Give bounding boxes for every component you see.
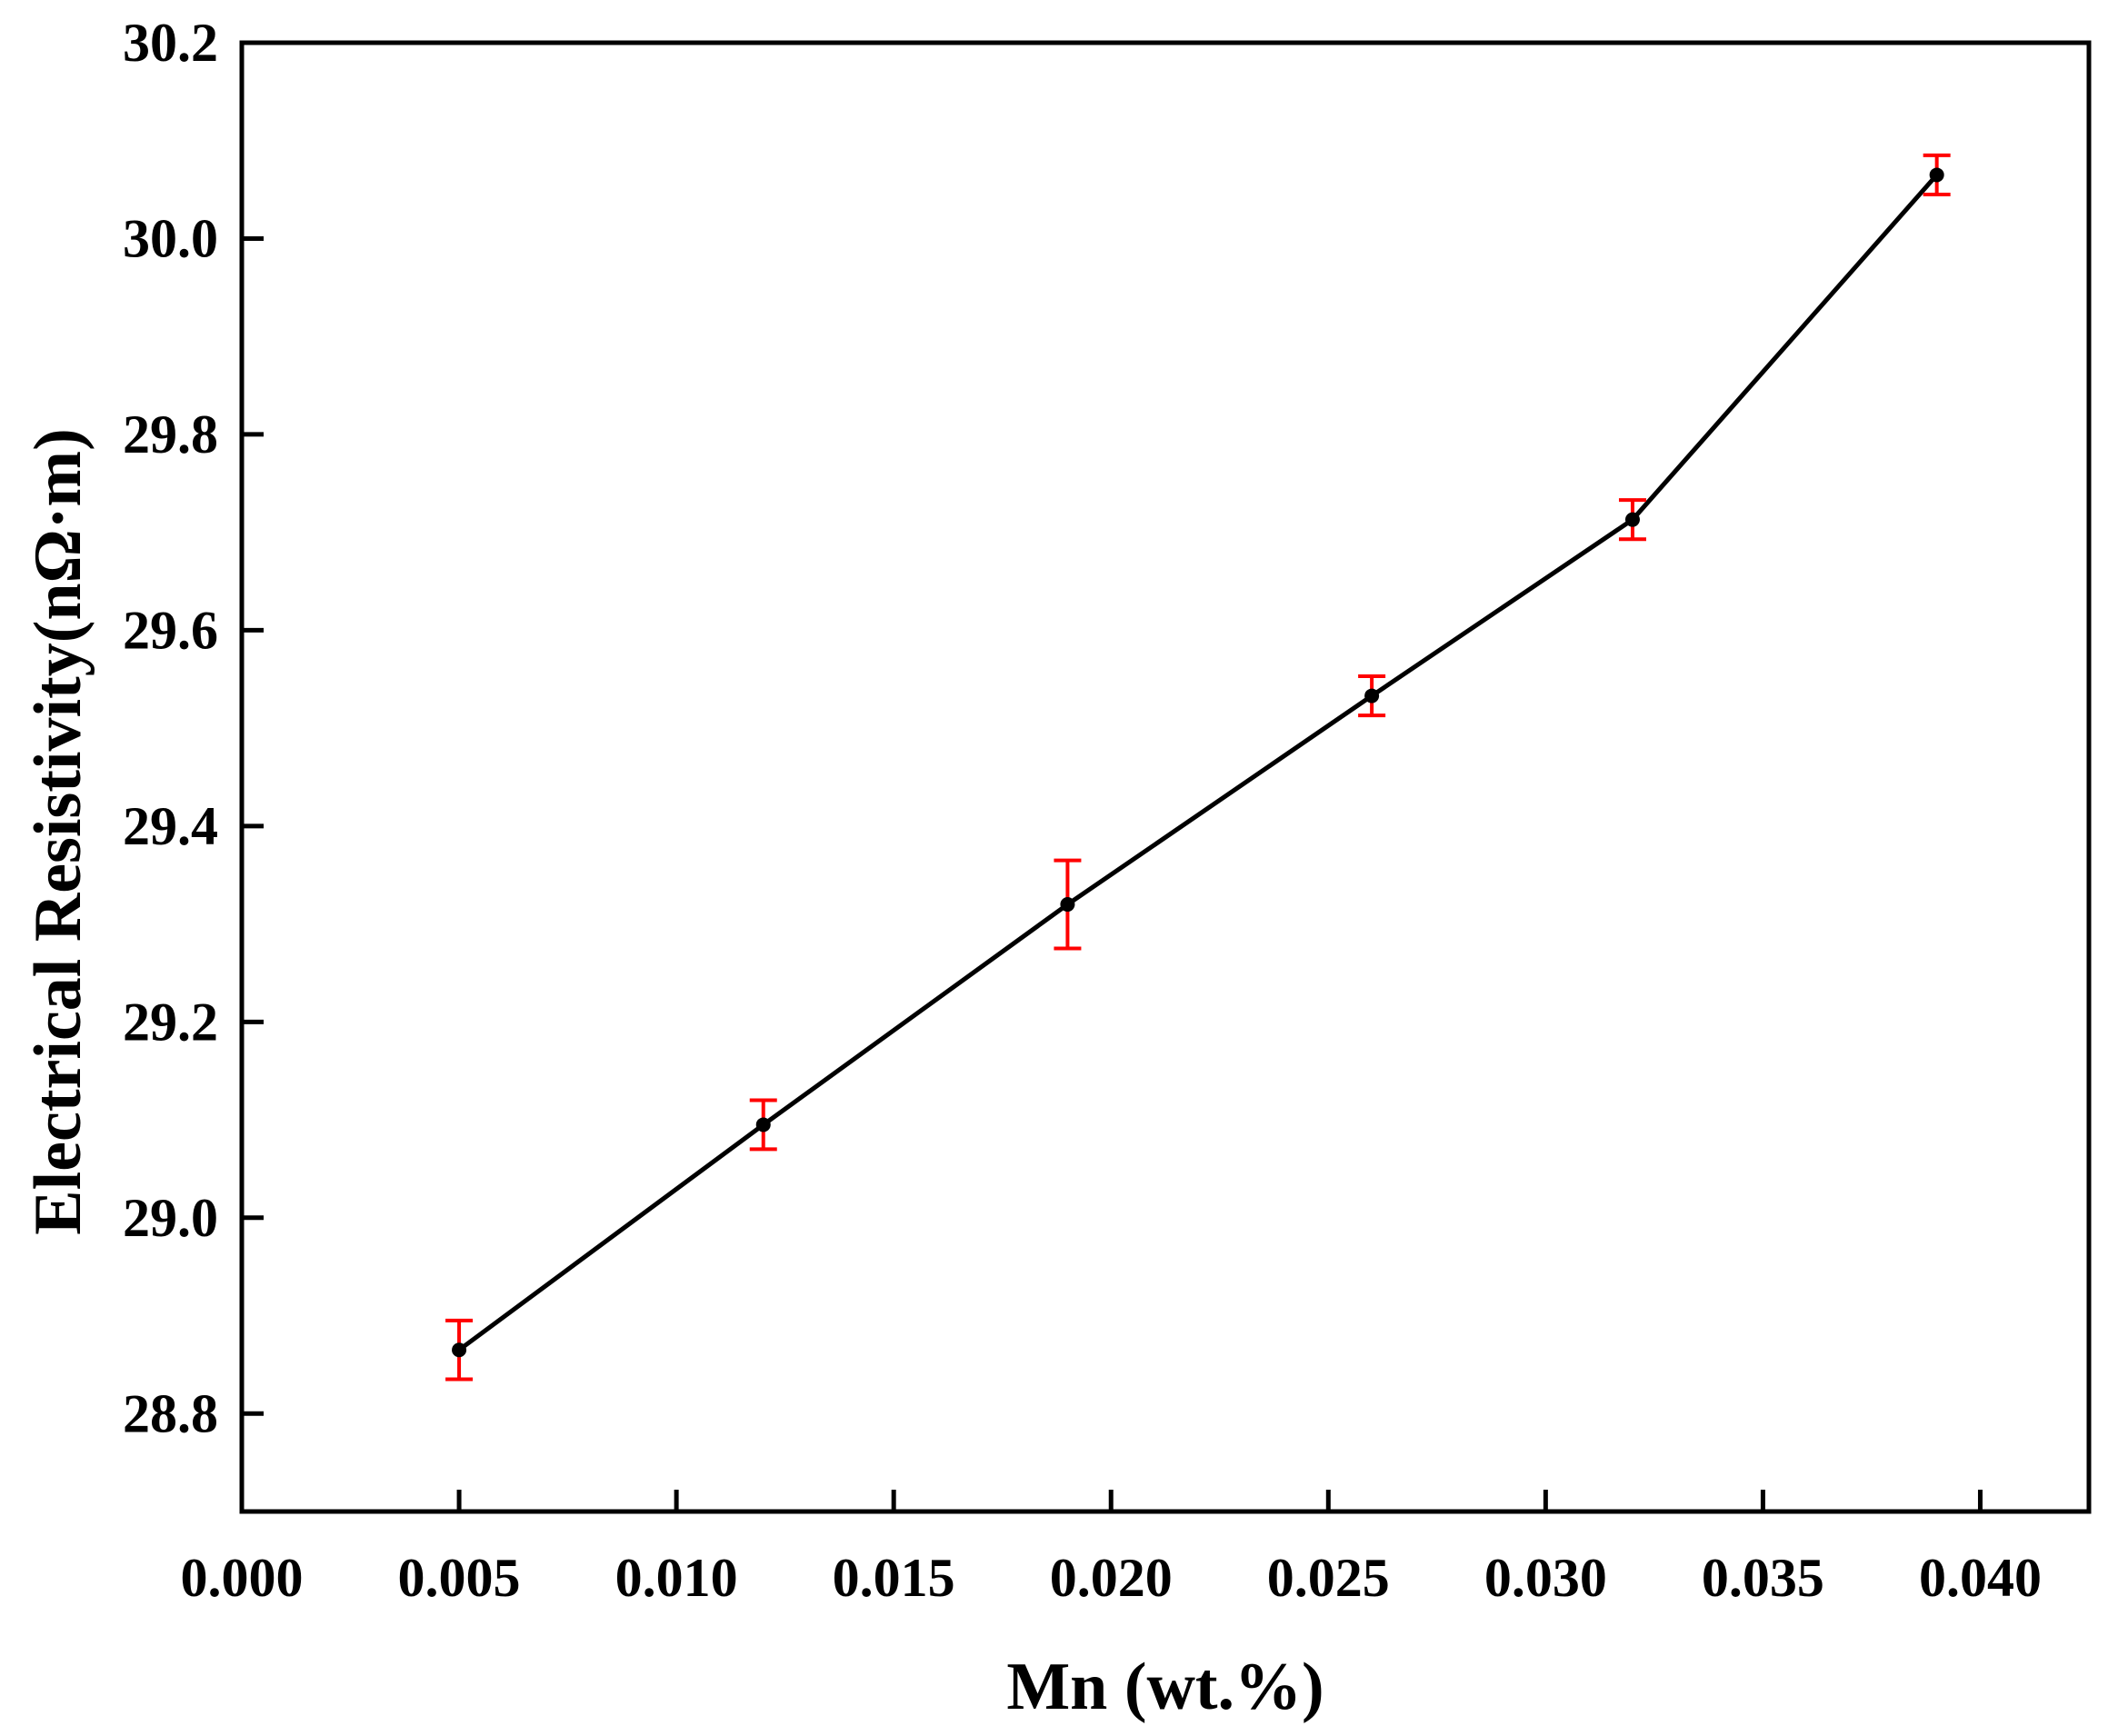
data-point [1929, 167, 1944, 183]
y-tick-label: 29.6 [123, 600, 218, 660]
x-tick-label: 0.030 [1484, 1548, 1607, 1608]
y-tick-label: 29.8 [123, 404, 218, 464]
y-tick-label: 28.8 [123, 1383, 218, 1443]
x-tick-label: 0.020 [1050, 1548, 1173, 1608]
data-point [1060, 897, 1075, 913]
plot-frame [239, 40, 2092, 1514]
x-tick-label: 0.000 [181, 1548, 304, 1608]
y-tick-label: 29.0 [123, 1188, 218, 1248]
y-tick-label: 30.2 [123, 13, 218, 73]
x-axis-ticks: 0.000 0.005 0.010 0.015 0.020 0.025 0.030 0.035… [181, 1490, 2042, 1608]
y-axis-title: Electrical Resistivity(nΩ·m) [21, 428, 95, 1234]
y-tick-label: 29.2 [123, 992, 218, 1052]
x-tick-label: 0.035 [1702, 1548, 1824, 1608]
y-tick-label: 30.0 [123, 208, 218, 268]
series-layer [445, 153, 1951, 1382]
x-tick-label: 0.025 [1267, 1548, 1390, 1608]
x-tick-label: 0.015 [833, 1548, 955, 1608]
data-point [1624, 512, 1640, 527]
data-point [1364, 688, 1380, 703]
x-tick-label: 0.005 [398, 1548, 521, 1608]
y-tick-label: 29.4 [123, 796, 218, 856]
y-axis-ticks: 28.8 29.0 29.2 29.4 29.6 29.8 30.0 30.2 [123, 13, 264, 1443]
x-tick-label: 0.010 [615, 1548, 738, 1608]
x-axis-title: Mn (wt.%) [1006, 1650, 1324, 1724]
series-line [457, 173, 1939, 1352]
data-point [755, 1117, 771, 1132]
data-point [452, 1342, 467, 1358]
x-tick-label: 0.040 [1919, 1548, 2042, 1608]
